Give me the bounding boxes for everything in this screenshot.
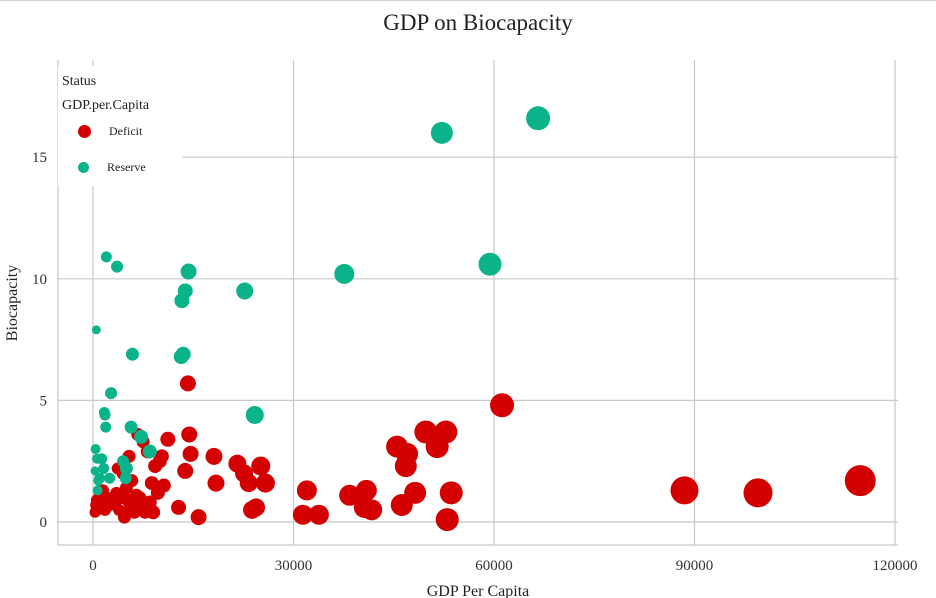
point-reserve[interactable] xyxy=(91,325,101,335)
point-reserve[interactable] xyxy=(90,444,101,455)
point-deficit[interactable] xyxy=(181,426,198,443)
point-deficit[interactable] xyxy=(251,456,271,476)
point-reserve[interactable] xyxy=(180,263,197,280)
point-deficit[interactable] xyxy=(308,504,329,525)
point-reserve[interactable] xyxy=(142,444,157,459)
point-reserve[interactable] xyxy=(119,461,133,475)
point-reserve[interactable] xyxy=(92,485,103,496)
point-reserve[interactable] xyxy=(125,347,139,361)
y-tick-label: 0 xyxy=(40,515,48,531)
point-reserve[interactable] xyxy=(105,387,118,400)
legend-item-reserve[interactable]: Reserve xyxy=(78,158,146,176)
point-deficit[interactable] xyxy=(743,478,773,508)
point-reserve[interactable] xyxy=(96,453,108,465)
point-reserve[interactable] xyxy=(430,121,453,144)
point-deficit[interactable] xyxy=(205,447,223,465)
point-deficit[interactable] xyxy=(844,465,876,497)
top-border xyxy=(0,0,936,1)
point-deficit[interactable] xyxy=(154,449,169,464)
point-deficit[interactable] xyxy=(396,442,419,465)
legend-title-status: Status xyxy=(62,74,97,89)
point-reserve[interactable] xyxy=(111,260,124,273)
x-tick-label: 90000 xyxy=(676,558,714,574)
point-deficit[interactable] xyxy=(255,473,275,493)
point-reserve[interactable] xyxy=(94,472,106,484)
chart-title: GDP on Biocapacity xyxy=(383,10,573,35)
legend-label-deficit: Deficit xyxy=(109,123,143,138)
x-tick-label: 60000 xyxy=(475,558,513,574)
point-reserve[interactable] xyxy=(99,409,111,421)
point-deficit[interactable] xyxy=(160,431,176,447)
point-deficit[interactable] xyxy=(146,505,161,520)
point-reserve[interactable] xyxy=(104,472,116,484)
point-reserve[interactable] xyxy=(175,346,191,362)
legend-label-reserve: Reserve xyxy=(107,159,146,174)
y-tick-label: 15 xyxy=(32,150,47,166)
legend-dot-reserve xyxy=(78,161,89,173)
point-deficit[interactable] xyxy=(296,480,317,501)
point-reserve[interactable] xyxy=(124,420,138,434)
point-reserve[interactable] xyxy=(100,421,112,433)
point-deficit[interactable] xyxy=(490,393,515,418)
y-axis-label: Biocapacity xyxy=(4,265,21,341)
legend: Status GDP.per.Capita Deficit Reserve xyxy=(58,66,182,186)
point-reserve[interactable] xyxy=(245,405,264,424)
point-deficit[interactable] xyxy=(207,474,225,492)
point-deficit[interactable] xyxy=(182,445,199,462)
point-deficit[interactable] xyxy=(404,481,427,504)
legend-title-gdp: GDP.per.Capita xyxy=(62,98,150,113)
point-deficit[interactable] xyxy=(247,498,266,517)
point-deficit[interactable] xyxy=(670,476,699,505)
point-deficit[interactable] xyxy=(239,474,258,493)
point-deficit[interactable] xyxy=(156,478,171,493)
y-tick-label: 10 xyxy=(32,272,47,288)
x-axis-label: GDP Per Capita xyxy=(427,583,530,598)
point-reserve[interactable] xyxy=(134,429,149,444)
point-reserve[interactable] xyxy=(98,462,110,474)
point-deficit[interactable] xyxy=(177,462,194,479)
point-deficit[interactable] xyxy=(434,420,458,444)
point-deficit[interactable] xyxy=(179,375,196,392)
tick-labels: 0 30000 60000 90000 120000 0 5 10 15 xyxy=(32,150,918,574)
point-reserve[interactable] xyxy=(119,472,132,485)
legend-item-deficit[interactable]: Deficit xyxy=(78,122,142,140)
y-tick-label: 5 xyxy=(40,393,48,409)
point-reserve[interactable] xyxy=(177,283,193,299)
point-reserve[interactable] xyxy=(526,106,551,131)
x-tick-label: 0 xyxy=(89,558,97,574)
point-deficit[interactable] xyxy=(439,481,463,505)
x-tick-label: 120000 xyxy=(873,558,918,574)
x-tick-label: 30000 xyxy=(275,558,313,574)
point-deficit[interactable] xyxy=(117,510,131,524)
point-deficit[interactable] xyxy=(292,504,313,525)
legend-dot-deficit xyxy=(78,124,91,138)
point-reserve[interactable] xyxy=(100,251,112,263)
point-deficit[interactable] xyxy=(361,499,383,521)
data-points xyxy=(89,106,876,532)
point-deficit[interactable] xyxy=(171,499,187,515)
point-deficit[interactable] xyxy=(435,508,459,532)
point-deficit[interactable] xyxy=(355,479,377,501)
point-reserve[interactable] xyxy=(90,466,100,476)
point-deficit[interactable] xyxy=(127,505,141,519)
point-deficit[interactable] xyxy=(339,484,361,506)
point-reserve[interactable] xyxy=(236,282,254,300)
point-reserve[interactable] xyxy=(334,263,355,284)
point-deficit[interactable] xyxy=(190,509,207,526)
point-reserve[interactable] xyxy=(478,252,502,276)
